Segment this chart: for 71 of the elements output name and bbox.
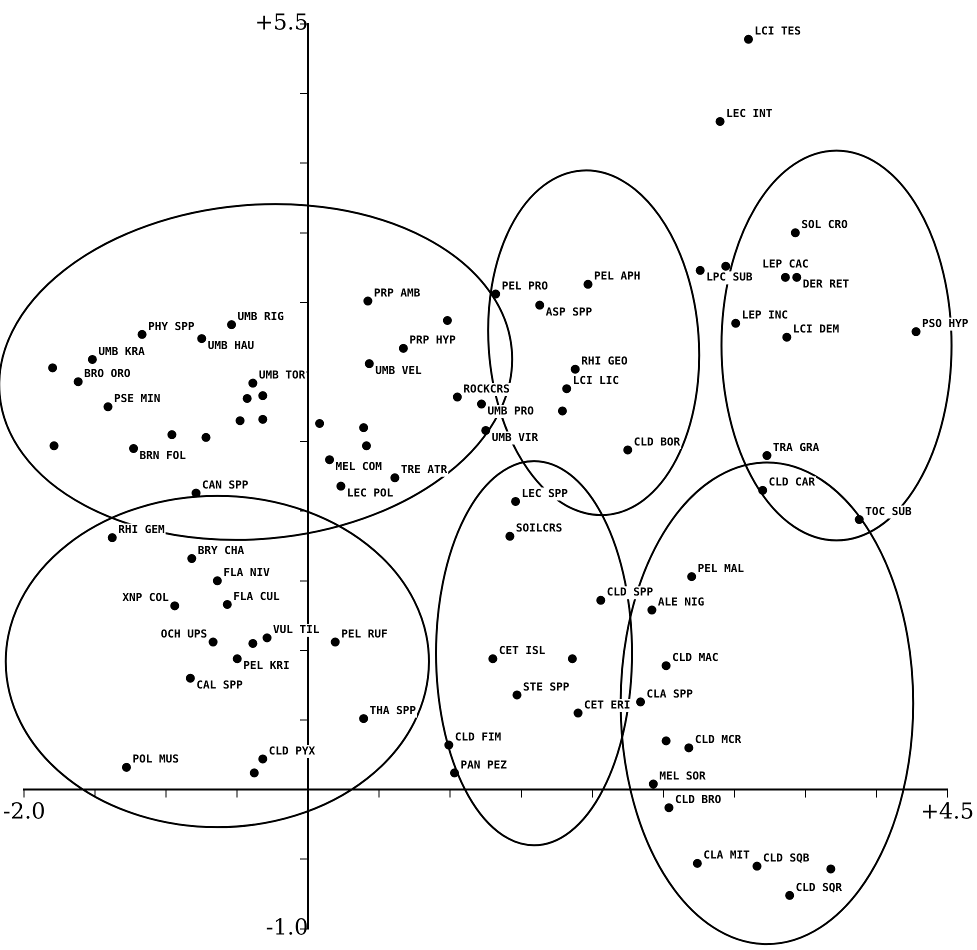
annotation: ROCKCRS xyxy=(463,382,510,396)
annotation: CLA SPP xyxy=(646,687,694,700)
annotation: CET ISL xyxy=(498,644,546,658)
annotation: BRO ORO xyxy=(84,367,131,380)
annotation: SOL CRO xyxy=(801,218,848,232)
annotation: BRY CHA xyxy=(198,544,245,557)
y-tick-label: -1.0 xyxy=(266,916,308,941)
annotation: PEL RUF xyxy=(341,627,388,640)
annotation: RHI GEM xyxy=(118,523,165,536)
annotation: PSE MIN xyxy=(114,392,160,406)
annotation: CLA MIT xyxy=(703,848,750,862)
annotation: LCI LIC xyxy=(572,374,620,388)
annotation: LEC INT xyxy=(726,106,773,120)
annotation: CLD FIM xyxy=(454,730,502,744)
annotation: PEL KRI xyxy=(243,659,290,672)
annotation: LEP INC xyxy=(742,308,788,322)
annotation: DER RET xyxy=(802,278,850,291)
annotation: PEL APH xyxy=(594,270,640,283)
annotation: CLD CAR xyxy=(768,476,816,489)
annotation: BRN FOL xyxy=(140,448,186,462)
annotation: UMB TOR xyxy=(258,368,306,382)
annotation: MEL SOR xyxy=(659,769,706,782)
annotation: RHI GEO xyxy=(581,354,628,368)
annotation: UMB PRO xyxy=(487,404,534,418)
annotation: PRP AMB xyxy=(374,286,421,300)
annotation: MEL COM xyxy=(336,460,382,474)
annotation: CLD BRO xyxy=(674,793,722,806)
annotation: FLA NIV xyxy=(223,566,270,580)
annotation: CLD SQB xyxy=(762,852,810,865)
annotation: PEL MAL xyxy=(698,562,744,575)
annotation: UMB VEL xyxy=(375,364,422,378)
annotation: PAN PEZ xyxy=(460,758,508,772)
annotation: UMB RIG xyxy=(238,310,284,324)
y-tick-label: +5.5 xyxy=(254,10,308,36)
annotation: TOC SUB xyxy=(865,504,912,518)
annotation: CLD SQR xyxy=(796,880,842,894)
annotation: FLA CUL xyxy=(233,590,280,603)
annotation: CAN SPP xyxy=(202,478,249,492)
annotation: CLD SPP xyxy=(606,586,654,599)
annotation: LEP CAC xyxy=(762,258,809,271)
annotation: LPC SUB xyxy=(706,270,753,284)
annotation: THA SPP xyxy=(370,704,416,717)
annotation: CLD PYX xyxy=(268,744,316,758)
annotation: LCI DEM xyxy=(792,322,840,336)
annotation: CAL SPP xyxy=(196,678,244,692)
annotation: UMB KRA xyxy=(98,344,146,358)
annotation: XNP COL xyxy=(122,591,170,604)
annotation: PHY SPP xyxy=(148,320,195,333)
annotation: TRE ATR xyxy=(400,463,448,476)
annotation: TRA GRA xyxy=(772,440,820,454)
annotation: LEC POL xyxy=(346,486,394,500)
x-tick-label: -2.0 xyxy=(3,800,46,825)
annotation: VUL TIL xyxy=(273,623,320,636)
annotation: UMB HAU xyxy=(208,338,254,352)
annotation: STE SPP xyxy=(522,680,570,694)
annotation: PSO HYP xyxy=(922,316,969,330)
annotation: PRP HYP xyxy=(409,334,456,347)
annotation: ALE NIG xyxy=(658,595,705,608)
annotation: PEL PRO xyxy=(502,279,548,292)
annotation: LEC SPP xyxy=(522,486,568,500)
annotation: CLD MAC xyxy=(672,651,718,664)
annotation: CET ERI xyxy=(584,698,630,712)
x-tick-label: +4.5 xyxy=(920,800,974,825)
annotation: ASP SPP xyxy=(546,306,592,319)
annotation: POL MUS xyxy=(132,752,179,766)
annotation: CLD MCR xyxy=(694,733,742,746)
annotation: SOILCRS xyxy=(516,522,562,535)
annotation: UMB VIR xyxy=(492,430,538,444)
annotation: CLD BOR xyxy=(634,435,680,448)
annotation: OCH UPS xyxy=(160,627,208,640)
annotation: LCI TES xyxy=(754,24,801,38)
